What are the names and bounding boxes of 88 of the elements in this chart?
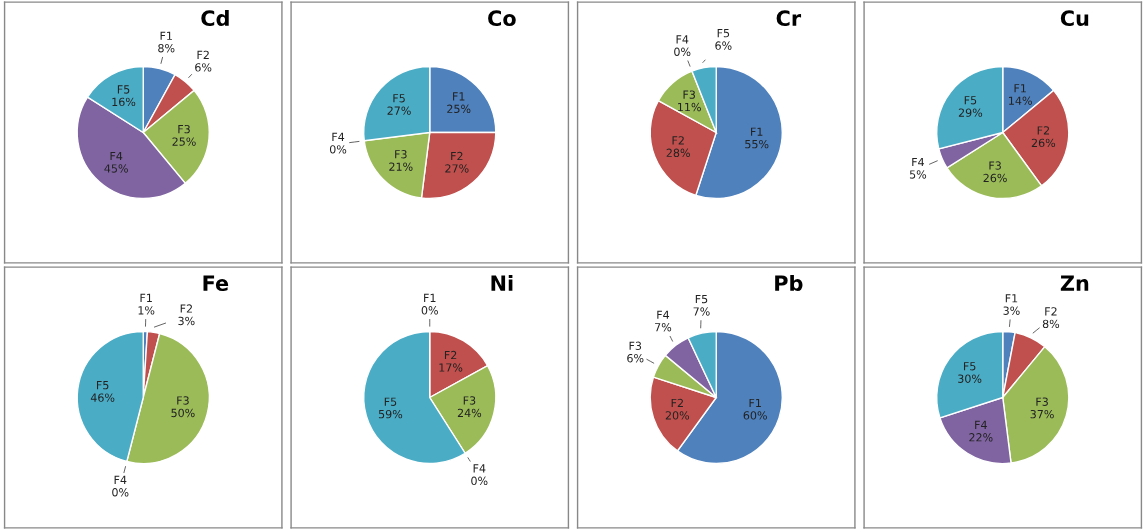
data-label: 17%: [439, 363, 463, 372]
data-label: 16%: [112, 97, 136, 107]
slice-label: F4: [975, 420, 987, 429]
slice-label: F3: [395, 150, 407, 159]
data-label: 27%: [445, 164, 469, 173]
slice-label: F5: [96, 381, 109, 390]
data-label: 6%: [715, 41, 732, 50]
data-label: 7%: [693, 307, 710, 316]
data-label: 8%: [1042, 319, 1060, 329]
data-label: 24%: [457, 408, 482, 418]
data-label: 25%: [172, 137, 196, 146]
slice-label: F3: [1036, 397, 1048, 406]
data-label: 28%: [666, 148, 690, 158]
slice-label: F3: [178, 124, 190, 134]
chart-title: Fe: [203, 275, 229, 292]
data-label: 8%: [158, 44, 175, 53]
data-label: 26%: [1031, 138, 1056, 148]
slice-label: F3: [629, 341, 642, 350]
data-label: 6%: [195, 63, 212, 72]
slice-label: F4: [912, 157, 925, 167]
data-label: 22%: [969, 433, 993, 442]
legend-label: F4: [114, 475, 127, 484]
slice-label: F2: [671, 398, 683, 407]
data-label: 45%: [104, 164, 128, 173]
legend-label: F4: [473, 464, 486, 473]
data-label: 29%: [958, 108, 983, 117]
data-label: 21%: [389, 162, 413, 171]
chart-title: Zn: [1060, 275, 1089, 291]
data-label: 55%: [745, 139, 769, 149]
text: 0%: [112, 488, 129, 497]
slice-label: F2: [197, 50, 209, 59]
data-label: 59%: [378, 409, 403, 419]
slice-label: F1: [751, 127, 763, 136]
slice-label: F3: [989, 161, 1001, 170]
slice-label: F1: [453, 92, 465, 101]
data-label: 20%: [665, 411, 690, 420]
text: 0%: [421, 306, 438, 315]
text: 0%: [471, 476, 488, 485]
slice-label: F2: [1045, 307, 1057, 316]
data-label: 11%: [678, 102, 701, 112]
slice-label: F4: [657, 310, 670, 319]
slice-label: F5: [117, 85, 130, 94]
data-label: 26%: [983, 173, 1007, 183]
slice-label: F3: [177, 396, 189, 405]
data-label: 37%: [1030, 409, 1054, 419]
slice-label: F1: [1014, 84, 1026, 93]
data-label: 6%: [627, 354, 644, 363]
slice-label: F2: [444, 350, 457, 360]
chart-title: Cu: [1060, 10, 1089, 27]
data-label: 50%: [171, 408, 195, 418]
data-label: 1%: [138, 306, 155, 315]
data-label: 14%: [1009, 96, 1032, 105]
slice-label: F5: [393, 94, 405, 103]
slice-label: F1: [749, 398, 761, 407]
category-label: F1: [424, 293, 436, 302]
text: 0%: [329, 145, 347, 154]
slice-label: F2: [1037, 126, 1049, 135]
chart-title: Cd: [201, 9, 229, 27]
data-label: 30%: [958, 374, 982, 383]
slice-label: F2: [451, 151, 463, 161]
slice-label: F5: [384, 397, 397, 406]
data-label: 25%: [447, 104, 471, 113]
data-label: 46%: [90, 393, 115, 402]
slice-label: F5: [964, 96, 977, 105]
data-label: 3%: [178, 316, 195, 326]
chart-title: Pb: [775, 274, 803, 292]
slice-label: F4: [110, 151, 123, 161]
data-label: 3%: [1003, 306, 1020, 315]
chart-title: Co: [488, 10, 516, 27]
slice-label: F5: [695, 294, 708, 304]
slice-label: F1: [160, 31, 172, 40]
slice-label: F3: [463, 396, 476, 405]
slice-label: F1: [140, 293, 152, 302]
slice-label: F5: [717, 29, 730, 38]
category-label: F4: [676, 35, 689, 44]
data-label: 7%: [655, 323, 672, 332]
slice-label: F2: [180, 304, 192, 313]
slice-label: F5: [963, 362, 976, 371]
data-label: 27%: [387, 106, 411, 115]
slice-label: F2: [672, 136, 684, 145]
slice-label: F1: [1005, 294, 1018, 303]
slice-label: F3: [683, 90, 696, 99]
data-label: 60%: [743, 411, 767, 420]
chart-title: Ni: [491, 274, 513, 291]
data-label: 5%: [909, 170, 927, 179]
legend-label: F4: [332, 132, 345, 141]
text: 0%: [674, 47, 691, 56]
chart-title: Cr: [776, 10, 802, 27]
